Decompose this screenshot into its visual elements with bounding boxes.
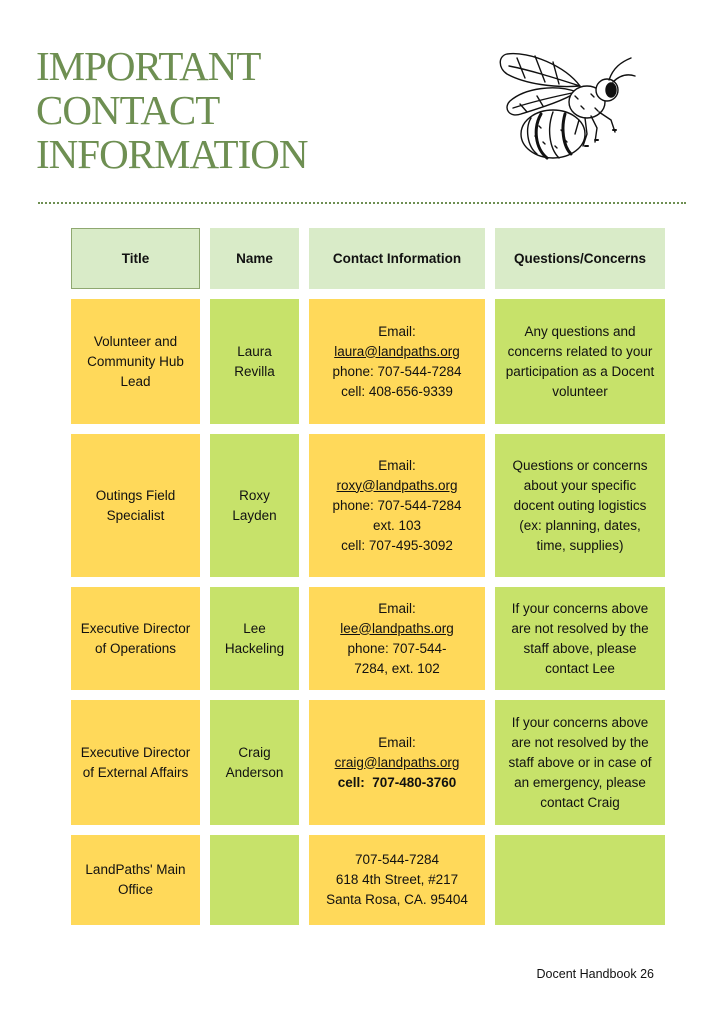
contact-table: Title Name Contact Information Questions… — [71, 228, 665, 925]
row-name — [210, 835, 299, 925]
cell-text: cell: 707-495-3092 — [341, 537, 453, 553]
header-title: Title — [71, 228, 200, 289]
row-contact: Email: roxy@landpaths.org phone: 707-544… — [309, 434, 485, 577]
row-name: Roxy Layden — [210, 434, 299, 577]
row-concerns: If your concerns above are not resolved … — [495, 587, 665, 690]
footer-label: Docent Handbook — [536, 967, 637, 981]
row-name: Craig Anderson — [210, 700, 299, 825]
header-questions-concerns: Questions/Concerns — [495, 228, 665, 289]
row-contact: Email: laura@landpaths.org phone: 707-54… — [309, 299, 485, 424]
office-phone: 707-544-7284 — [354, 852, 440, 867]
office-city: Santa Rosa, CA. 95404 — [326, 892, 468, 907]
email-link[interactable]: lee@landpaths.org — [340, 620, 454, 636]
cell-text: cell: 707-480-3760 — [337, 774, 457, 790]
header-name: Name — [210, 228, 299, 289]
email-label: Email: — [378, 600, 416, 616]
phone-text: phone: 707-544-7284 — [332, 363, 462, 379]
phone-text: phone: 707-544-7284, ext. 102 — [347, 640, 447, 676]
row-name: Laura Revilla — [210, 299, 299, 424]
cell-text: cell: 408-656-9339 — [341, 383, 453, 399]
row-name: Lee Hackeling — [210, 587, 299, 690]
email-link[interactable]: roxy@landpaths.org — [336, 477, 458, 493]
row-contact: 707-544-7284 618 4th Street, #217 Santa … — [309, 835, 485, 925]
row-title: Executive Director of External Affairs — [71, 700, 200, 825]
office-street: 618 4th Street, #217 — [335, 872, 459, 887]
title-line: INFORMATION — [36, 131, 308, 177]
row-title: Volunteer and Community Hub Lead — [71, 299, 200, 424]
title-line: CONTACT — [36, 87, 220, 133]
page-number: 26 — [640, 967, 654, 981]
bee-illustration-icon — [499, 52, 636, 160]
email-label: Email: — [378, 323, 416, 339]
row-concerns: Questions or concerns about your specifi… — [495, 434, 665, 577]
email-link[interactable]: laura@landpaths.org — [334, 343, 460, 359]
email-link[interactable]: craig@landpaths.org — [334, 754, 460, 770]
page-title: IMPORTANT CONTACT INFORMATION — [36, 44, 436, 176]
title-line: IMPORTANT — [36, 43, 261, 89]
row-concerns — [495, 835, 665, 925]
ext-text: ext. 103 — [372, 517, 422, 533]
row-contact: Email: lee@landpaths.org phone: 707-544-… — [309, 587, 485, 690]
row-title: LandPaths' Main Office — [71, 835, 200, 925]
row-concerns: If your concerns above are not resolved … — [495, 700, 665, 825]
email-label: Email: — [378, 457, 416, 473]
header-contact-information: Contact Information — [309, 228, 485, 289]
email-label: Email: — [378, 734, 416, 750]
section-divider — [38, 202, 686, 204]
row-concerns: Any questions and concerns related to yo… — [495, 299, 665, 424]
row-title: Outings Field Specialist — [71, 434, 200, 577]
row-title: Executive Director of Operations — [71, 587, 200, 690]
page-footer: Docent Handbook 26 — [537, 967, 654, 981]
phone-text: phone: 707-544-7284 — [332, 497, 462, 513]
row-contact: Email: craig@landpaths.org cell: 707-480… — [309, 700, 485, 825]
